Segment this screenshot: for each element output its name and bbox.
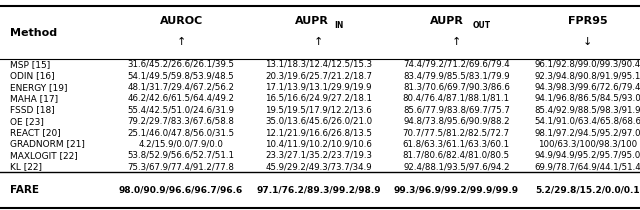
Text: 97.1/76.2/89.3/99.2/98.9: 97.1/76.2/89.3/99.2/98.9 <box>257 186 381 194</box>
Text: 20.3/19.6/25.7/21.2/18.7: 20.3/19.6/25.7/21.2/18.7 <box>265 71 372 80</box>
Text: AUPR: AUPR <box>296 16 329 26</box>
Text: MAHA [17]: MAHA [17] <box>10 94 58 103</box>
Text: 55.4/42.5/51.0/24.6/31.9: 55.4/42.5/51.0/24.6/31.9 <box>127 105 235 114</box>
Text: ODIN [16]: ODIN [16] <box>10 71 54 80</box>
Text: FSSD [18]: FSSD [18] <box>10 105 54 114</box>
Text: 100/63.3/100/98.3/100: 100/63.3/100/98.3/100 <box>538 139 637 148</box>
Text: 16.5/16.6/24.9/27.2/18.1: 16.5/16.6/24.9/27.2/18.1 <box>265 94 372 103</box>
Text: 99.3/96.9/99.2/99.9/99.9: 99.3/96.9/99.2/99.9/99.9 <box>394 186 519 194</box>
Text: 46.2/42.6/61.5/64.4/49.2: 46.2/42.6/61.5/64.4/49.2 <box>127 94 235 103</box>
Text: 94.1/96.8/86.5/84.5/93.0: 94.1/96.8/86.5/84.5/93.0 <box>534 94 640 103</box>
Text: ↑: ↑ <box>177 37 186 47</box>
Text: 94.9/94.9/95.2/95.7/95.0: 94.9/94.9/95.2/95.7/95.0 <box>534 151 640 160</box>
Text: 81.7/80.6/82.4/81.0/80.5: 81.7/80.6/82.4/81.0/80.5 <box>403 151 510 160</box>
Text: 94.3/98.3/99.6/72.6/79.4: 94.3/98.3/99.6/72.6/79.4 <box>534 83 640 92</box>
Text: 5.2/29.8/15.2/0.0/0.1: 5.2/29.8/15.2/0.0/0.1 <box>535 186 640 194</box>
Text: OE [23]: OE [23] <box>10 117 44 126</box>
Text: 48.1/31.7/29.4/67.2/56.2: 48.1/31.7/29.4/67.2/56.2 <box>127 83 235 92</box>
Text: 70.7/77.5/81.2/82.5/72.7: 70.7/77.5/81.2/82.5/72.7 <box>403 128 510 137</box>
Text: 54.1/49.5/59.8/53.9/48.5: 54.1/49.5/59.8/53.9/48.5 <box>128 71 234 80</box>
Text: ↑: ↑ <box>452 37 461 47</box>
Text: 81.3/70.6/69.7/90.3/86.6: 81.3/70.6/69.7/90.3/86.6 <box>403 83 509 92</box>
Text: 54.1/91.0/63.4/65.8/68.6: 54.1/91.0/63.4/65.8/68.6 <box>534 117 640 126</box>
Text: 98.1/97.2/94.5/95.2/97.0: 98.1/97.2/94.5/95.2/97.0 <box>534 128 640 137</box>
Text: 94.8/73.8/95.6/90.9/88.2: 94.8/73.8/95.6/90.9/88.2 <box>403 117 509 126</box>
Text: IN: IN <box>335 21 344 30</box>
Text: ↓: ↓ <box>583 37 592 47</box>
Text: 98.0/90.9/96.6/96.7/96.6: 98.0/90.9/96.6/96.7/96.6 <box>119 186 243 194</box>
Text: 12.1/21.9/16.6/26.8/13.5: 12.1/21.9/16.6/26.8/13.5 <box>265 128 372 137</box>
Text: 83.4/79.9/85.5/83.1/79.9: 83.4/79.9/85.5/83.1/79.9 <box>403 71 509 80</box>
Text: 10.4/11.9/10.2/10.9/10.6: 10.4/11.9/10.2/10.9/10.6 <box>266 139 372 148</box>
Text: AUROC: AUROC <box>159 16 203 26</box>
Text: 92.3/94.8/90.8/91.9/95.1: 92.3/94.8/90.8/91.9/95.1 <box>534 71 640 80</box>
Text: 23.3/27.1/35.2/23.7/19.3: 23.3/27.1/35.2/23.7/19.3 <box>265 151 372 160</box>
Text: MSP [15]: MSP [15] <box>10 60 50 69</box>
Text: 19.5/19.5/17.9/12.2/13.6: 19.5/19.5/17.9/12.2/13.6 <box>266 105 372 114</box>
Text: 96.1/92.8/99.0/99.3/90.4: 96.1/92.8/99.0/99.3/90.4 <box>534 60 640 69</box>
Text: 13.1/18.3/12.4/12.5/15.3: 13.1/18.3/12.4/12.5/15.3 <box>265 60 372 69</box>
Text: 4.2/15.9/0.0/7.9/0.0: 4.2/15.9/0.0/7.9/0.0 <box>139 139 223 148</box>
Text: 35.0/13.6/45.6/26.0/21.0: 35.0/13.6/45.6/26.0/21.0 <box>265 117 372 126</box>
Text: Method: Method <box>10 28 57 38</box>
Text: 53.8/52.9/56.6/52.7/51.1: 53.8/52.9/56.6/52.7/51.1 <box>127 151 235 160</box>
Text: 61.8/63.3/61.1/63.3/60.1: 61.8/63.3/61.1/63.3/60.1 <box>403 139 510 148</box>
Text: KL [22]: KL [22] <box>10 162 42 171</box>
Text: REACT [20]: REACT [20] <box>10 128 60 137</box>
Text: FARE: FARE <box>10 185 38 195</box>
Text: 85.6/77.9/83.8/69.7/75.7: 85.6/77.9/83.8/69.7/75.7 <box>403 105 509 114</box>
Text: GRADNORM [21]: GRADNORM [21] <box>10 139 84 148</box>
Text: 17.1/13.9/13.1/29.9/19.9: 17.1/13.9/13.1/29.9/19.9 <box>266 83 372 92</box>
Text: 31.6/45.2/26.6/26.1/39.5: 31.6/45.2/26.6/26.1/39.5 <box>127 60 235 69</box>
Text: ↑: ↑ <box>314 37 323 47</box>
Text: MAXLOGIT [22]: MAXLOGIT [22] <box>10 151 77 160</box>
Text: 85.4/92.9/88.5/98.3/91.9: 85.4/92.9/88.5/98.3/91.9 <box>534 105 640 114</box>
Text: FPR95: FPR95 <box>568 16 607 26</box>
Text: 69.9/78.7/64.9/44.1/51.4: 69.9/78.7/64.9/44.1/51.4 <box>534 162 640 171</box>
Text: 45.9/29.2/49.3/73.7/34.9: 45.9/29.2/49.3/73.7/34.9 <box>266 162 372 171</box>
Text: 75.3/67.9/77.4/91.2/77.8: 75.3/67.9/77.4/91.2/77.8 <box>128 162 234 171</box>
Text: 80.4/76.4/87.1/88.1/81.1: 80.4/76.4/87.1/88.1/81.1 <box>403 94 510 103</box>
Text: OUT: OUT <box>472 21 490 30</box>
Text: 79.2/29.7/83.3/67.6/58.8: 79.2/29.7/83.3/67.6/58.8 <box>128 117 234 126</box>
Text: 25.1/46.0/47.8/56.0/31.5: 25.1/46.0/47.8/56.0/31.5 <box>127 128 235 137</box>
Text: AUPR: AUPR <box>430 16 463 26</box>
Text: ENERGY [19]: ENERGY [19] <box>10 83 67 92</box>
Text: 92.4/88.1/93.5/97.6/94.2: 92.4/88.1/93.5/97.6/94.2 <box>403 162 509 171</box>
Text: 74.4/79.2/71.2/69.6/79.4: 74.4/79.2/71.2/69.6/79.4 <box>403 60 509 69</box>
